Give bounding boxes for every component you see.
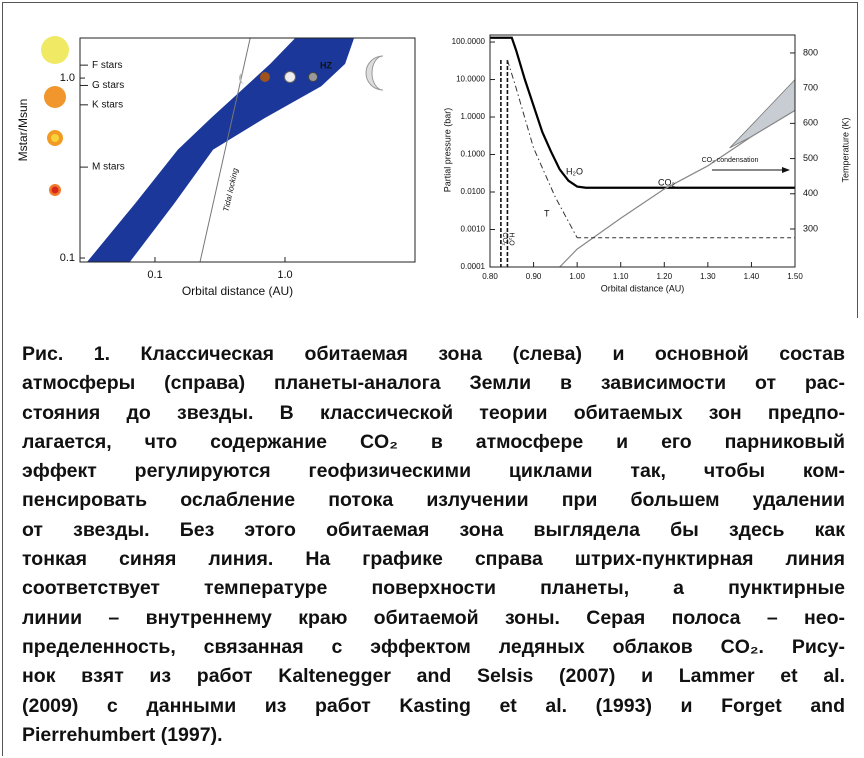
series-line — [507, 60, 577, 238]
left-chart: 0.1 1.0 0.1 1.0 Tidal locking F stars G stars K… — [16, 38, 415, 298]
annotation: CO₂ condensation — [702, 157, 759, 164]
caption-line: соответствует температуре поверхности пл… — [22, 574, 845, 603]
y-tick-label: 10.0000 — [456, 75, 485, 84]
inner-edge-label: CO₂ — [501, 232, 508, 246]
plot-area — [490, 38, 795, 267]
x-tick-label: 1.10 — [613, 272, 629, 281]
right-chart: 0.80 0.90 1.00 1.10 1.20 1.30 1.40 1.50 100.0000… — [442, 35, 850, 293]
planet-icon — [260, 72, 270, 82]
star-icon — [44, 86, 66, 108]
x-axis-label: Orbital distance (AU) — [601, 283, 685, 293]
caption-line: тонкая синяя линия. На графике справа шт… — [22, 545, 845, 574]
caption-line: эффект регулируются геофизическими цикла… — [22, 457, 845, 486]
x-tick-label: 0.80 — [482, 272, 498, 281]
planet-icon — [366, 56, 383, 90]
annotation-arrowhead — [782, 167, 790, 173]
y-tick-label: 0.1 — [60, 252, 75, 264]
habitable-zone-band — [87, 38, 354, 262]
caption-line: нок взят из работ Kaltenegger and Selsis… — [22, 662, 845, 691]
plot-area — [87, 38, 354, 262]
star-type-label: F stars — [92, 60, 123, 71]
y-tick-label: 0.0001 — [461, 262, 486, 271]
uncertainty-band — [730, 80, 795, 148]
y-tick-label: 1.0000 — [461, 112, 486, 121]
y-tick-label: 100.0000 — [452, 37, 486, 46]
y-axis-label: Partial pressure (bar) — [442, 108, 452, 193]
hz-label: HZ — [320, 60, 332, 70]
y2-tick-label: 600 — [803, 118, 818, 128]
caption-line: атмосферы (справа) планеты-аналога Земли… — [22, 369, 845, 398]
x-tick-label: 1.30 — [700, 272, 716, 281]
y2-tick-label: 400 — [803, 188, 818, 198]
plot-frame — [490, 35, 795, 267]
star-icon — [52, 187, 59, 194]
inner-edge-label: H₂O — [508, 232, 515, 246]
series-label: T — [544, 208, 550, 218]
star-icon — [41, 36, 69, 64]
caption-line: лагается, что содержание CO₂ в атмосфере… — [22, 428, 845, 457]
page: 0.1 1.0 0.1 1.0 Tidal locking F stars G stars K… — [0, 0, 864, 758]
caption-line: (2009) с данными из работ Kasting et al.… — [22, 692, 845, 721]
tidal-locking-label: Tidal locking — [221, 167, 240, 213]
y2-axis-label: Temperature (K) — [840, 117, 850, 182]
y2-tick-label: 500 — [803, 153, 818, 163]
y2-tick-label: 800 — [803, 47, 818, 57]
planet-icon — [285, 72, 296, 83]
x-tick-label: 1.20 — [656, 272, 672, 281]
caption-line: Pierrehumbert (1997). — [22, 721, 845, 750]
caption-line: от звезды. Без этого обитаемая зона выгл… — [22, 516, 845, 545]
x-tick-label: 1.40 — [744, 272, 760, 281]
x-tick-label: 1.00 — [569, 272, 585, 281]
star-type-label: M stars — [92, 162, 125, 173]
caption-line: пенсировать ослабление потока излучении … — [22, 486, 845, 515]
series-label: H₂O — [566, 166, 583, 176]
x-tick-label: 0.1 — [147, 269, 162, 281]
y2-tick-label: 300 — [803, 223, 818, 233]
caption: Рис. 1. Классическая обитаемая зона (сле… — [22, 340, 845, 750]
y-tick-label: 1.0 — [60, 72, 75, 84]
y-axis-label: Mstar/Msun — [16, 99, 30, 162]
caption-line: Рис. 1. Классическая обитаемая зона (сле… — [22, 340, 845, 369]
y-tick-label: 0.0010 — [461, 225, 486, 234]
x-tick-label: 1.50 — [787, 272, 803, 281]
y-tick-label: 0.0100 — [461, 187, 486, 196]
x-axis-label: Orbital distance (AU) — [182, 284, 293, 298]
series-label: CO₂ — [658, 177, 676, 187]
star-icon — [51, 134, 59, 142]
x-tick-label: 0.90 — [526, 272, 542, 281]
y2-tick-label: 700 — [803, 83, 818, 93]
star-type-label: K stars — [92, 99, 123, 110]
planet-icon — [309, 73, 318, 82]
caption-line: пределенность, связанная с эффектом ледя… — [22, 633, 845, 662]
star-type-label: G stars — [92, 80, 124, 91]
caption-line: стояния до звезды. В классической теории… — [22, 399, 845, 428]
y-tick-label: 0.1000 — [461, 150, 486, 159]
x-tick-label: 1.0 — [277, 269, 292, 281]
caption-line: линии – внутреннему краю обитаемой зоны.… — [22, 604, 845, 633]
series-line — [490, 38, 795, 188]
